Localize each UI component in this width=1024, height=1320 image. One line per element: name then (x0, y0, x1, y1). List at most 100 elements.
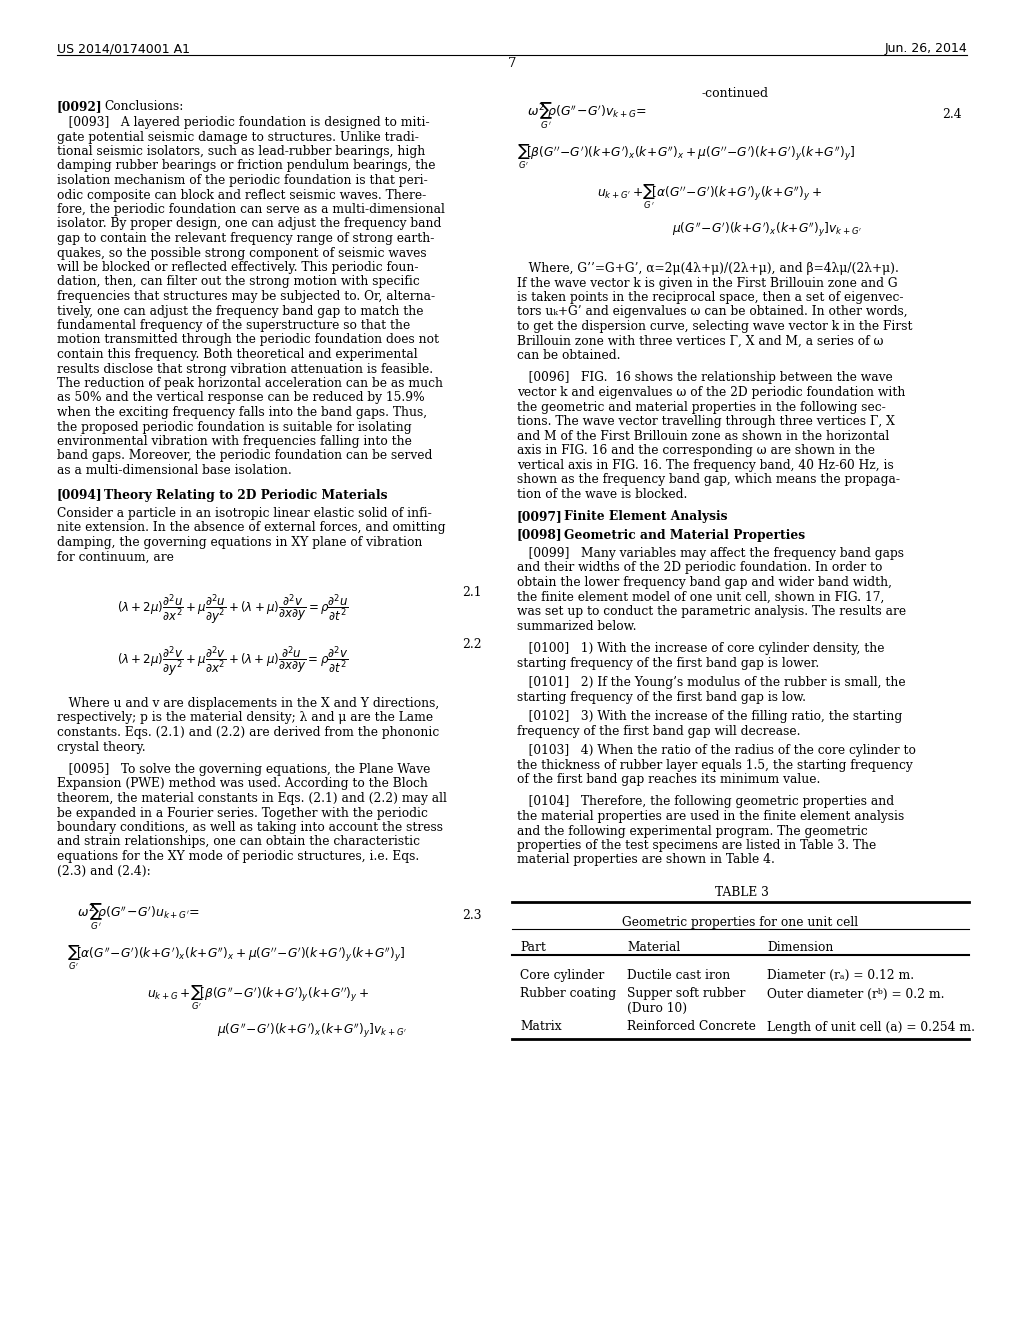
Text: nite extension. In the absence of external forces, and omitting: nite extension. In the absence of extern… (57, 521, 445, 535)
Text: vertical axis in FIG. 16. The frequency band, 40 Hz-60 Hz, is: vertical axis in FIG. 16. The frequency … (517, 458, 894, 471)
Text: $(\lambda+2\mu)\dfrac{\partial^2 v}{\partial y^2}+\mu\dfrac{\partial^2 v}{\parti: $(\lambda+2\mu)\dfrac{\partial^2 v}{\par… (117, 645, 348, 680)
Text: [0098]: [0098] (517, 528, 562, 541)
Text: damping, the governing equations in XY plane of vibration: damping, the governing equations in XY p… (57, 536, 422, 549)
Text: $\sum_{G'}\![\beta(G''\!-\!G')(k\!+\!G')_x(k\!+\!G'')_x+\mu(G''\!-\!G')(k\!+\!G': $\sum_{G'}\![\beta(G''\!-\!G')(k\!+\!G')… (517, 143, 855, 170)
Text: motion transmitted through the periodic foundation does not: motion transmitted through the periodic … (57, 334, 439, 346)
Text: material properties are shown in Table 4.: material properties are shown in Table 4… (517, 854, 775, 866)
Text: the material properties are used in the finite element analysis: the material properties are used in the … (517, 810, 904, 822)
Text: and the following experimental program. The geometric: and the following experimental program. … (517, 825, 867, 837)
Text: as a multi-dimensional base isolation.: as a multi-dimensional base isolation. (57, 465, 292, 477)
Text: The reduction of peak horizontal acceleration can be as much: The reduction of peak horizontal acceler… (57, 378, 443, 389)
Text: damping rubber bearings or friction pendulum bearings, the: damping rubber bearings or friction pend… (57, 160, 435, 173)
Text: $u_{k+G'}+\!\sum_{G'}\![\alpha(G''\!-\!G')(k\!+\!G')_y(k\!+\!G'')_y+$: $u_{k+G'}+\!\sum_{G'}\![\alpha(G''\!-\!G… (597, 182, 822, 211)
Text: and their widths of the 2D periodic foundation. In order to: and their widths of the 2D periodic foun… (517, 561, 883, 574)
Text: shown as the frequency band gap, which means the propaga-: shown as the frequency band gap, which m… (517, 473, 900, 486)
Text: theorem, the material constants in Eqs. (2.1) and (2.2) may all: theorem, the material constants in Eqs. … (57, 792, 446, 805)
Text: $\omega^2\!\!\sum_{G'}\!\!\rho(G''\!-\!G')u_{k+G'}\!=\,$: $\omega^2\!\!\sum_{G'}\!\!\rho(G''\!-\!G… (77, 902, 201, 932)
Text: crystal theory.: crystal theory. (57, 741, 145, 754)
Text: Rubber coating: Rubber coating (520, 987, 616, 1001)
Text: and strain relationships, one can obtain the characteristic: and strain relationships, one can obtain… (57, 836, 420, 849)
Text: $\sum_{G'}\![\alpha(G''\!-\!G')(k\!+\!G')_x(k\!+\!G'')_x+\mu(G''\!-\!G')(k\!+\!G: $\sum_{G'}\![\alpha(G''\!-\!G')(k\!+\!G'… (67, 942, 406, 972)
Text: constants. Eqs. (2.1) and (2.2) are derived from the phononic: constants. Eqs. (2.1) and (2.2) are deri… (57, 726, 439, 739)
Text: 2.3: 2.3 (463, 909, 482, 921)
Text: equations for the XY mode of periodic structures, i.e. Eqs.: equations for the XY mode of periodic st… (57, 850, 419, 863)
Text: [0104]   Therefore, the following geometric properties and: [0104] Therefore, the following geometri… (517, 796, 894, 808)
Text: [0096]   FIG.  16 shows the relationship between the wave: [0096] FIG. 16 shows the relationship be… (517, 371, 893, 384)
Text: US 2014/0174001 A1: US 2014/0174001 A1 (57, 42, 190, 55)
Text: [0093]   A layered periodic foundation is designed to miti-: [0093] A layered periodic foundation is … (57, 116, 430, 129)
Text: isolation mechanism of the periodic foundation is that peri-: isolation mechanism of the periodic foun… (57, 174, 428, 187)
Text: gate potential seismic damage to structures. Unlike tradi-: gate potential seismic damage to structu… (57, 131, 419, 144)
Text: odic composite can block and reflect seismic waves. There-: odic composite can block and reflect sei… (57, 189, 426, 202)
Text: (Duro 10): (Duro 10) (627, 1002, 687, 1015)
Text: the thickness of rubber layer equals 1.5, the starting frequency: the thickness of rubber layer equals 1.5… (517, 759, 912, 771)
Text: boundary conditions, as well as taking into account the stress: boundary conditions, as well as taking i… (57, 821, 443, 834)
Text: summarized below.: summarized below. (517, 619, 637, 632)
Text: fore, the periodic foundation can serve as a multi-dimensional: fore, the periodic foundation can serve … (57, 203, 444, 216)
Text: If the wave vector k is given in the First Brillouin zone and G: If the wave vector k is given in the Fir… (517, 276, 898, 289)
Text: when the exciting frequency falls into the band gaps. Thus,: when the exciting frequency falls into t… (57, 407, 427, 418)
Text: $\mu(G''\!-\!G')(k\!+\!G')_x(k\!+\!G'')_y]v_{k+G'}$: $\mu(G''\!-\!G')(k\!+\!G')_x(k\!+\!G'')_… (672, 220, 862, 239)
Text: [0097]: [0097] (517, 510, 563, 523)
Text: $\omega^2\!\!\sum_{G'}\!\!\rho(G''\!-\!G')v_{k+G}\!=\,$: $\omega^2\!\!\sum_{G'}\!\!\rho(G''\!-\!G… (527, 100, 647, 131)
Text: fundamental frequency of the superstructure so that the: fundamental frequency of the superstruct… (57, 319, 411, 333)
Text: Theory Relating to 2D Periodic Materials: Theory Relating to 2D Periodic Materials (104, 488, 387, 502)
Text: Geometric properties for one unit cell: Geometric properties for one unit cell (623, 916, 858, 929)
Text: Reinforced Concrete: Reinforced Concrete (627, 1020, 756, 1034)
Text: and M of the First Brillouin zone as shown in the horizontal: and M of the First Brillouin zone as sho… (517, 429, 889, 442)
Text: Where, G’’=G+G’, α=2μ(4λ+μ)/(2λ+μ), and β=4λμ/(2λ+μ).: Where, G’’=G+G’, α=2μ(4λ+μ)/(2λ+μ), and … (517, 261, 899, 275)
Text: starting frequency of the first band gap is lower.: starting frequency of the first band gap… (517, 656, 819, 669)
Text: [0095]   To solve the governing equations, the Plane Wave: [0095] To solve the governing equations,… (57, 763, 430, 776)
Text: $\mu(G''\!-\!G')(k\!+\!G')_x(k\!+\!G'')_y]v_{k+G'}$: $\mu(G''\!-\!G')(k\!+\!G')_x(k\!+\!G'')_… (217, 1020, 408, 1040)
Text: to get the dispersion curve, selecting wave vector k in the First: to get the dispersion curve, selecting w… (517, 319, 912, 333)
Text: quakes, so the possible strong component of seismic waves: quakes, so the possible strong component… (57, 247, 427, 260)
Text: the geometric and material properties in the following sec-: the geometric and material properties in… (517, 400, 886, 413)
Text: can be obtained.: can be obtained. (517, 348, 621, 362)
Text: Diameter (rₐ) = 0.12 m.: Diameter (rₐ) = 0.12 m. (767, 969, 914, 982)
Text: tively, one can adjust the frequency band gap to match the: tively, one can adjust the frequency ban… (57, 305, 424, 318)
Text: environmental vibration with frequencies falling into the: environmental vibration with frequencies… (57, 436, 412, 447)
Text: Brillouin zone with three vertices Γ, X and M, a series of ω: Brillouin zone with three vertices Γ, X … (517, 334, 884, 347)
Text: obtain the lower frequency band gap and wider band width,: obtain the lower frequency band gap and … (517, 576, 892, 589)
Text: for continuum, are: for continuum, are (57, 550, 174, 564)
Text: starting frequency of the first band gap is low.: starting frequency of the first band gap… (517, 690, 806, 704)
Text: band gaps. Moreover, the periodic foundation can be served: band gaps. Moreover, the periodic founda… (57, 450, 432, 462)
Text: as 50% and the vertical response can be reduced by 15.9%: as 50% and the vertical response can be … (57, 392, 425, 404)
Text: the proposed periodic foundation is suitable for isolating: the proposed periodic foundation is suit… (57, 421, 412, 433)
Text: frequency of the first band gap will decrease.: frequency of the first band gap will dec… (517, 725, 801, 738)
Text: -continued: -continued (701, 87, 769, 100)
Text: Outer diameter (rᵇ) = 0.2 m.: Outer diameter (rᵇ) = 0.2 m. (767, 987, 944, 1001)
Text: Expansion (PWE) method was used. According to the Bloch: Expansion (PWE) method was used. Accordi… (57, 777, 428, 791)
Text: contain this frequency. Both theoretical and experimental: contain this frequency. Both theoretical… (57, 348, 418, 360)
Text: Material: Material (627, 941, 680, 954)
Text: [0094]: [0094] (57, 488, 102, 502)
Text: 2.1: 2.1 (463, 586, 482, 599)
Text: axis in FIG. 16 and the corresponding ω are shown in the: axis in FIG. 16 and the corresponding ω … (517, 444, 874, 457)
Text: Ductile cast iron: Ductile cast iron (627, 969, 730, 982)
Text: Where u and v are displacements in the X and Y directions,: Where u and v are displacements in the X… (57, 697, 439, 710)
Text: frequencies that structures may be subjected to. Or, alterna-: frequencies that structures may be subje… (57, 290, 435, 304)
Text: Dimension: Dimension (767, 941, 834, 954)
Text: dation, then, can filter out the strong motion with specific: dation, then, can filter out the strong … (57, 276, 420, 289)
Text: results disclose that strong vibration attenuation is feasible.: results disclose that strong vibration a… (57, 363, 433, 375)
Text: 2.4: 2.4 (942, 108, 962, 121)
Text: tions. The wave vector travelling through three vertices Γ, X: tions. The wave vector travelling throug… (517, 414, 895, 428)
Text: Supper soft rubber: Supper soft rubber (627, 987, 745, 1001)
Text: 2.2: 2.2 (463, 639, 482, 652)
Text: gap to contain the relevant frequency range of strong earth-: gap to contain the relevant frequency ra… (57, 232, 434, 246)
Text: be expanded in a Fourier series. Together with the periodic: be expanded in a Fourier series. Togethe… (57, 807, 428, 820)
Text: tion of the wave is blocked.: tion of the wave is blocked. (517, 487, 687, 500)
Text: will be blocked or reflected effectively. This periodic foun-: will be blocked or reflected effectively… (57, 261, 419, 275)
Text: [0092]: [0092] (57, 100, 102, 114)
Text: Consider a particle in an isotropic linear elastic solid of infi-: Consider a particle in an isotropic line… (57, 507, 432, 520)
Text: isolator. By proper design, one can adjust the frequency band: isolator. By proper design, one can adju… (57, 218, 441, 231)
Text: [0100]   1) With the increase of core cylinder density, the: [0100] 1) With the increase of core cyli… (517, 642, 885, 655)
Text: [0101]   2) If the Young’s modulus of the rubber is small, the: [0101] 2) If the Young’s modulus of the … (517, 676, 905, 689)
Text: the finite element model of one unit cell, shown in FIG. 17,: the finite element model of one unit cel… (517, 590, 885, 603)
Text: tional seismic isolators, such as lead-rubber bearings, high: tional seismic isolators, such as lead-r… (57, 145, 425, 158)
Text: of the first band gap reaches its minimum value.: of the first band gap reaches its minimu… (517, 774, 820, 785)
Text: Core cylinder: Core cylinder (520, 969, 604, 982)
Text: (2.3) and (2.4):: (2.3) and (2.4): (57, 865, 151, 878)
Text: Geometric and Material Properties: Geometric and Material Properties (564, 528, 805, 541)
Text: Conclusions:: Conclusions: (104, 100, 183, 114)
